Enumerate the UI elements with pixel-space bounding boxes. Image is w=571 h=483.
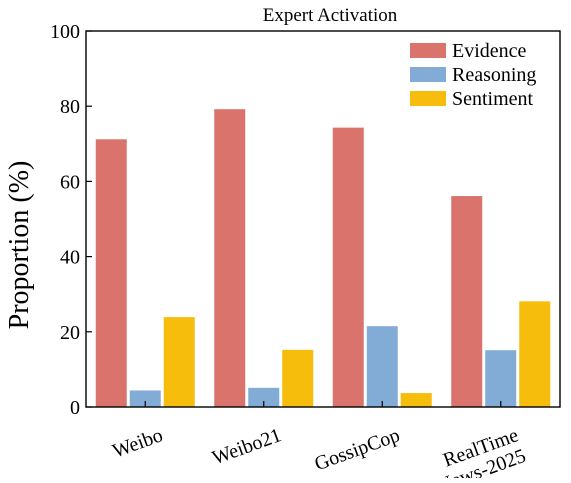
bar-reasoning-realtime-news-2025 bbox=[485, 350, 517, 407]
bar-reasoning-gossipcop bbox=[366, 326, 398, 407]
y-tick-label: 100 bbox=[50, 21, 80, 43]
bar-sentiment-realtime-news-2025 bbox=[519, 301, 551, 407]
x-tick-label-gossipcop: GossipCop bbox=[312, 424, 403, 475]
legend-label-sentiment: Sentiment bbox=[452, 88, 534, 110]
bar-evidence-weibo21 bbox=[214, 109, 246, 407]
legend-swatch-reasoning bbox=[410, 67, 446, 82]
bar-evidence-realtime-news-2025 bbox=[451, 196, 483, 407]
x-tick-label-line: Weibo bbox=[110, 424, 166, 462]
legend-swatch-evidence bbox=[410, 43, 446, 58]
y-axis-label-group: Proportion (%) bbox=[4, 161, 35, 330]
x-axis-ticks: Weibo Weibo21 GossipCop RealTimeNews-2025 bbox=[110, 401, 529, 483]
bar-sentiment-weibo21 bbox=[282, 349, 314, 407]
x-tick-label-weibo21: Weibo21 bbox=[209, 424, 284, 469]
y-tick-label: 80 bbox=[60, 96, 80, 118]
x-tick-label-line: GossipCop bbox=[312, 424, 403, 475]
bars-group bbox=[95, 109, 551, 407]
y-tick-label: 60 bbox=[60, 171, 80, 193]
bar-reasoning-weibo bbox=[129, 390, 161, 407]
legend-label-evidence: Evidence bbox=[452, 40, 527, 62]
x-tick-label-line: Weibo21 bbox=[209, 424, 284, 469]
legend-swatch-sentiment bbox=[410, 91, 446, 106]
bar-evidence-weibo bbox=[95, 139, 127, 407]
y-tick-label: 20 bbox=[60, 322, 80, 344]
x-tick-label-weibo: Weibo bbox=[110, 424, 166, 462]
x-tick-label-realtime-news-2025: RealTimeNews-2025 bbox=[427, 424, 529, 478]
chart-title: Expert Activation bbox=[263, 5, 398, 26]
bar-sentiment-gossipcop bbox=[400, 393, 432, 407]
bar-sentiment-weibo bbox=[163, 317, 195, 407]
y-axis-label: Proportion (%) bbox=[4, 161, 35, 330]
bar-evidence-gossipcop bbox=[332, 127, 364, 407]
bar-reasoning-weibo21 bbox=[248, 387, 280, 407]
y-tick-label: 40 bbox=[60, 247, 80, 269]
plot-frame bbox=[85, 30, 561, 408]
legend-label-reasoning: Reasoning bbox=[452, 64, 536, 86]
y-tick-label: 0 bbox=[70, 397, 80, 419]
